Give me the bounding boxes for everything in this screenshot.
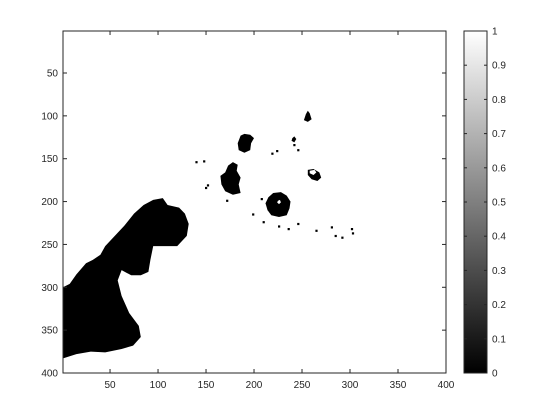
region-blob-c xyxy=(265,192,291,217)
colorbar-tick-label: 0 xyxy=(492,369,498,380)
speck xyxy=(287,228,290,231)
region-lower-left-mass xyxy=(63,198,189,359)
speck xyxy=(206,184,210,187)
colorbar-tick-label: 0.3 xyxy=(492,266,506,277)
speck xyxy=(293,144,296,147)
x-tick-label: 300 xyxy=(342,380,359,391)
speck xyxy=(278,225,281,228)
speck xyxy=(341,236,344,239)
region-hole-d xyxy=(309,169,317,175)
region-blob-e xyxy=(303,110,312,122)
colorbar-tick-label: 0.2 xyxy=(492,300,506,311)
x-tick-label: 50 xyxy=(104,380,116,391)
y-tick-label: 350 xyxy=(41,326,58,337)
colorbar-tick-label: 0.6 xyxy=(492,163,506,174)
region-blob-f xyxy=(291,136,297,143)
speck xyxy=(205,186,208,190)
x-tick-label: 400 xyxy=(438,380,455,391)
speck xyxy=(195,161,198,164)
speck xyxy=(252,213,255,216)
speck xyxy=(226,199,229,202)
speck xyxy=(271,152,274,155)
y-tick-label: 300 xyxy=(41,283,58,294)
speck xyxy=(330,226,333,229)
y-tick-label: 250 xyxy=(41,240,58,251)
colorbar-tick-label: 0.4 xyxy=(492,232,506,243)
x-tick-label: 100 xyxy=(150,380,167,391)
speck xyxy=(351,232,355,235)
colorbar-ticks: 0 0.1 0.2 0.3 0.4 0.5 0.6 0.7 0.8 0.9 1 xyxy=(464,27,506,380)
speck xyxy=(334,234,337,238)
y-tick-label: 200 xyxy=(41,197,58,208)
y-tick-label: 150 xyxy=(41,154,58,165)
y-tick-label: 400 xyxy=(41,369,58,380)
speck xyxy=(260,198,263,201)
speck xyxy=(297,149,300,152)
colorbar-tick-label: 0.1 xyxy=(492,334,506,345)
colorbar-tick-label: 0.7 xyxy=(492,129,506,140)
colorbar-tick-label: 0.5 xyxy=(492,198,506,209)
speck xyxy=(203,160,206,163)
x-tick-label: 200 xyxy=(246,380,263,391)
region-blob-a xyxy=(237,133,254,153)
colorbar: 0 0.1 0.2 0.3 0.4 0.5 0.6 0.7 0.8 0.9 1 xyxy=(463,27,506,380)
y-tick-label: 100 xyxy=(41,111,58,122)
colorbar-tick-label: 0.8 xyxy=(492,95,506,106)
x-axis: 50 100 150 200 250 300 350 400 xyxy=(104,31,455,391)
image-layer xyxy=(63,110,355,359)
x-tick-label: 250 xyxy=(294,380,311,391)
speck xyxy=(350,228,354,231)
colorbar-tick-label: 0.9 xyxy=(492,61,506,72)
speck xyxy=(297,222,300,226)
y-axis: 50 100 150 200 250 300 350 400 xyxy=(41,69,446,380)
speck xyxy=(315,229,318,232)
region-hole-c xyxy=(277,199,281,205)
region-blob-b xyxy=(220,162,241,195)
x-tick-label: 150 xyxy=(198,380,215,391)
speck xyxy=(262,221,265,224)
colorbar-tick-label: 1 xyxy=(492,27,498,38)
y-tick-label: 50 xyxy=(47,69,59,80)
plot-area xyxy=(62,30,447,374)
colorbar-gradient xyxy=(464,31,487,373)
speck xyxy=(276,150,279,153)
x-tick-label: 350 xyxy=(390,380,407,391)
